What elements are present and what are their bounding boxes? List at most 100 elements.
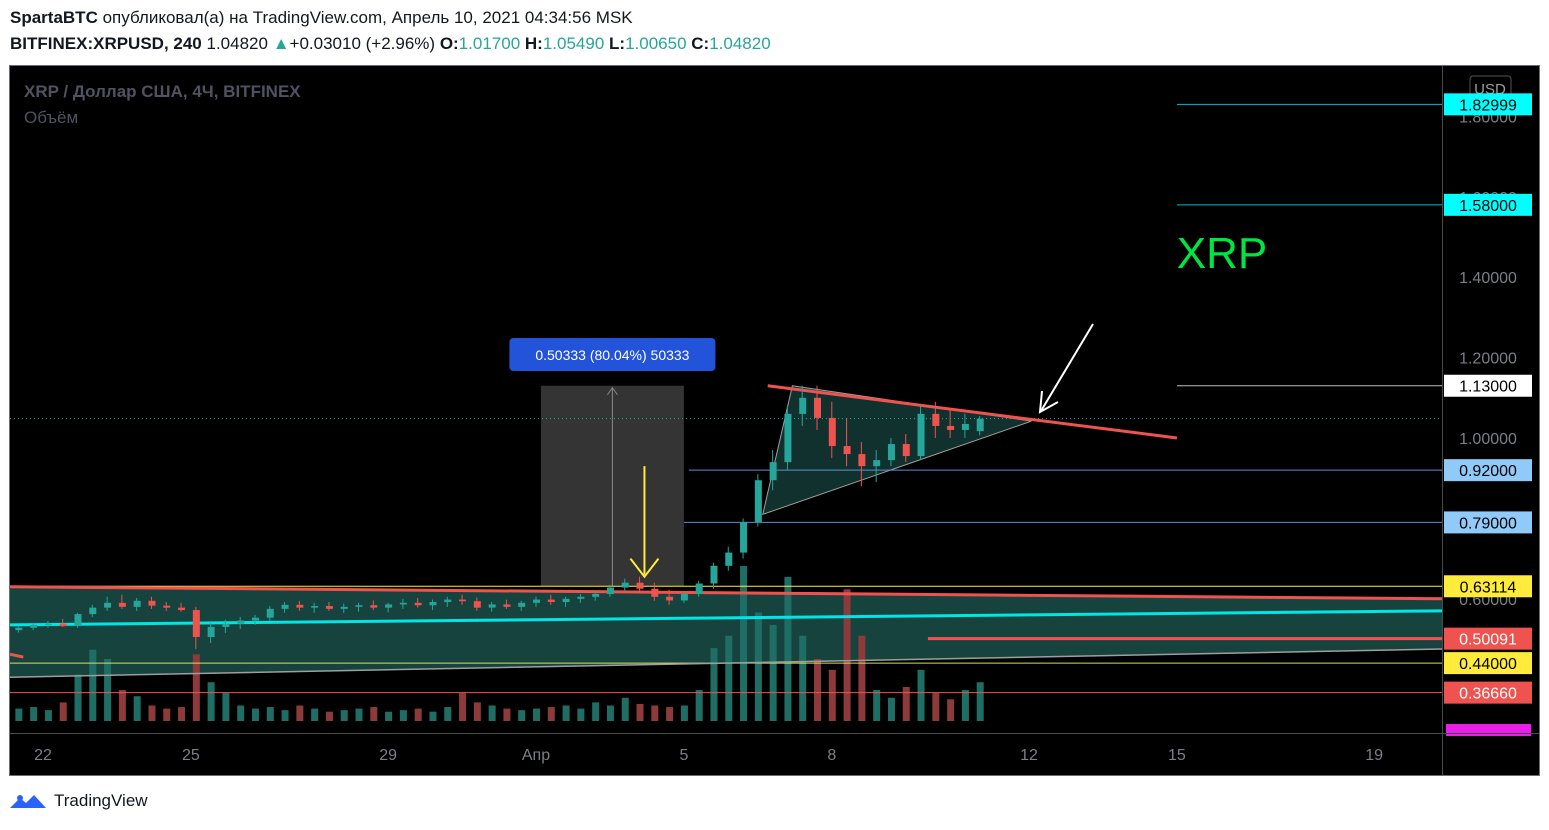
candle-body [873, 460, 881, 467]
candle-body [30, 624, 38, 628]
volume-bar [710, 648, 718, 721]
volume-bar [207, 682, 215, 721]
volume-bar [740, 566, 748, 721]
volume-bar [237, 705, 245, 721]
price-level-label: 0.63114 [1460, 579, 1517, 596]
volume-bar [311, 708, 319, 721]
volume-bar [15, 708, 23, 721]
volume-bar [976, 682, 984, 721]
candle-body [606, 587, 614, 594]
volume-bar [325, 711, 333, 721]
volume-bar [296, 705, 304, 721]
volume-bar [873, 690, 881, 721]
candle-body [932, 413, 940, 426]
tradingview-logo-icon [10, 795, 46, 808]
close-label: C: [691, 34, 710, 53]
price-level-label-bg [1444, 459, 1532, 482]
volume-bar [577, 708, 585, 721]
candle-body [118, 602, 126, 607]
volume-bar [340, 710, 348, 721]
volume-bar [44, 710, 52, 721]
candle-body [444, 599, 452, 603]
price-chart[interactable]: 0.50333 (80.04%) 50333XRP1.800001.600001… [10, 66, 1539, 775]
price-change: +0.03010 (+2.96%) [289, 34, 436, 53]
x-tick-label: 25 [182, 747, 200, 764]
y-tick-label: 1.00000 [1459, 431, 1517, 448]
volume-bar [814, 659, 822, 721]
candle-body [192, 610, 200, 637]
candle-body [695, 583, 703, 594]
x-tick-label: 22 [34, 747, 52, 764]
candle-body [178, 607, 186, 611]
volume-bar [651, 705, 659, 721]
candle-body [281, 604, 289, 609]
volume-bar [118, 690, 126, 721]
price-level-label: 0.50091 [1459, 632, 1517, 649]
candle-body [311, 606, 319, 608]
volume-bar [799, 635, 807, 721]
triangle-upper-trendline [767, 384, 1178, 440]
high-label: H: [524, 34, 543, 53]
candle-body [651, 588, 659, 597]
price-level-label-bg [1444, 681, 1532, 704]
volume-bar [947, 699, 955, 721]
tradingview-brand[interactable]: TradingView [8, 790, 148, 812]
price-level-label-bg [1444, 193, 1532, 216]
candle-body [621, 582, 629, 588]
support-channel-zone [10, 586, 1442, 678]
resistance-trendline [10, 585, 1443, 601]
y-tick-label: 1.20000 [1459, 351, 1517, 368]
volume-bar [192, 654, 200, 721]
candle-body [325, 606, 333, 609]
volume-bar [104, 659, 112, 721]
candle-body [133, 600, 141, 607]
price-level-label: 0.79000 [1459, 515, 1517, 532]
volume-bar [843, 589, 851, 721]
chart-frame[interactable]: 0.50333 (80.04%) 50333XRP1.800001.600001… [9, 65, 1540, 776]
candle-body [429, 602, 437, 606]
volume-bar [503, 708, 511, 721]
price-level-label: 0.92000 [1459, 463, 1517, 480]
volume-bar [266, 707, 274, 721]
candle-body [547, 599, 555, 603]
volume-bar [222, 693, 230, 721]
candle-body [459, 599, 467, 602]
measure-arrow-head [607, 386, 618, 396]
candle-body [799, 397, 807, 414]
volume-bar [429, 711, 437, 721]
candle-body [562, 598, 570, 603]
candle-body [296, 604, 304, 608]
candle-body [814, 397, 822, 418]
x-tick-label: 19 [1365, 747, 1383, 764]
y-tick-label: 1.40000 [1459, 270, 1517, 287]
candle-body [725, 552, 733, 566]
volume-bar [399, 710, 407, 721]
volume-bar [89, 649, 97, 721]
white-arrow-head [1038, 390, 1059, 414]
candle-body [399, 602, 407, 605]
volume-bar [680, 705, 688, 721]
candle-body [666, 596, 674, 601]
candle-body [59, 623, 67, 627]
candle-body [251, 617, 259, 621]
volume-bar [547, 707, 555, 721]
candle-body [340, 606, 348, 609]
volume-bar [725, 635, 733, 721]
measure-label-box [509, 338, 716, 371]
volume-bar [178, 707, 186, 721]
volume-bar [414, 708, 422, 721]
author-name[interactable]: SpartaBTC [10, 8, 98, 27]
volume-bar [695, 690, 703, 721]
candle-body [680, 593, 688, 601]
published-text: опубликовал(а) на TradingView.com, Апрел… [102, 8, 633, 27]
volume-bar [59, 702, 67, 721]
candle-body [503, 604, 511, 607]
volume-bar [518, 710, 526, 721]
candle-body [488, 604, 496, 608]
volume-bar [281, 710, 289, 721]
low-label: L: [609, 34, 626, 53]
candle-body [370, 605, 378, 608]
volume-bar [858, 635, 866, 721]
candle-body [237, 620, 245, 624]
volume-bar [148, 705, 156, 721]
